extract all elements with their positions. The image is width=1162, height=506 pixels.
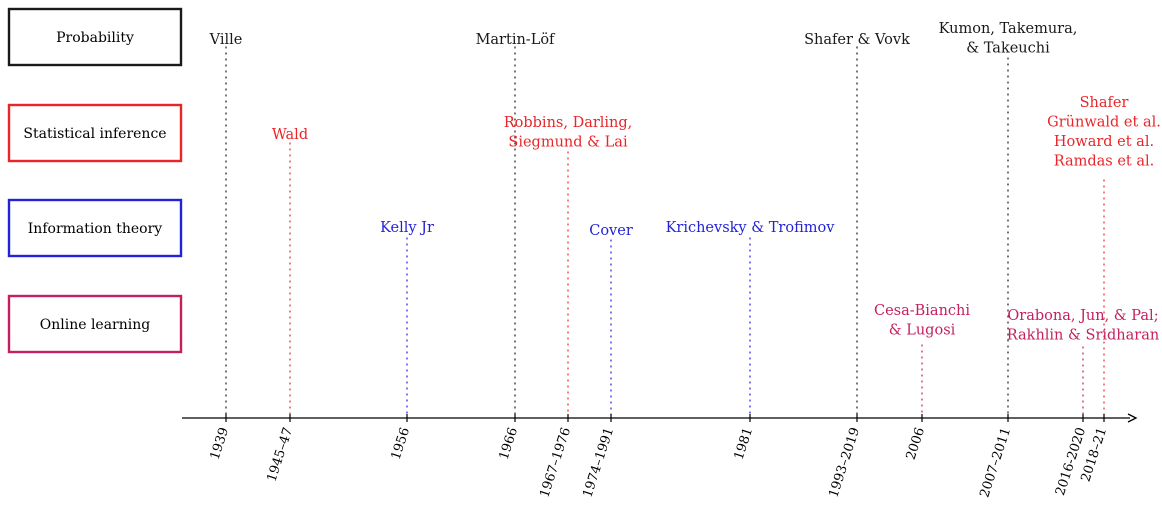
event-label-line: Cover — [589, 223, 633, 239]
event-label-line: Cesa-Bianchi — [874, 303, 970, 319]
event-label-line: Robbins, Darling, — [504, 115, 633, 131]
category-frame — [7, 103, 183, 163]
tick-label: 1974–1991 — [580, 426, 617, 500]
event-label: Krichevsky & Trofimov — [666, 220, 836, 236]
tick-label: 1956 — [389, 426, 413, 462]
event-label: Orabona, Jun, & Pal; Rakhlin & Sridharan — [1007, 308, 1159, 344]
category-label: Information theory — [28, 221, 163, 237]
event-label-line: Kumon, Takemura, — [939, 21, 1078, 37]
event-label-line: Ramdas et al. — [1054, 154, 1155, 170]
event-label-line: Siegmund & Lai — [508, 135, 628, 151]
event-label: Shafer Grünwald et al. Howard et al. Ramdas… — [1047, 95, 1161, 170]
category-label: Probability — [56, 30, 134, 46]
event-label-line: & Takeuchi — [966, 41, 1050, 57]
category-box-online_learning: Online learning — [7, 294, 183, 354]
event-label-line: Orabona, Jun, & Pal; — [1007, 308, 1158, 324]
event-label-line: Kelly Jr — [380, 220, 434, 236]
event-label: Shafer & Vovk — [804, 32, 910, 48]
category-frame — [7, 7, 183, 67]
category-label: Online learning — [40, 317, 151, 333]
event-label: Cesa-Bianchi & Lugosi — [874, 303, 970, 339]
category-box-probability: Probability — [7, 7, 183, 67]
event-label: Ville — [209, 32, 243, 48]
event-label: Cover — [589, 223, 633, 239]
event-label-line: Shafer — [1080, 95, 1129, 111]
tick-label: 1967–1976 — [537, 426, 574, 500]
event-label: Wald — [272, 127, 308, 143]
tick-label: 1966 — [497, 426, 521, 462]
event-label: Martin-Löf — [476, 32, 556, 48]
event-label-line: & Lugosi — [889, 323, 956, 339]
event-label: Robbins, Darling, Siegmund & Lai — [504, 115, 633, 151]
event-labels: Ville Wald Kelly Jr Martin-Löf Robbins, Darl… — [209, 21, 1161, 344]
category-label: Statistical inference — [23, 126, 166, 142]
tick-label: 1939 — [208, 426, 232, 462]
event-label-line: Wald — [272, 127, 308, 143]
tick-label: 1981 — [732, 426, 756, 462]
category-boxes: Probability Statistical inference Informat… — [7, 7, 183, 354]
event-label: Kelly Jr — [380, 220, 434, 236]
event-label-line: Krichevsky & Trofimov — [666, 220, 836, 236]
category-box-information_theory: Information theory — [7, 198, 183, 258]
event-label-line: Shafer & Vovk — [804, 32, 910, 48]
tick-label: 2006 — [904, 426, 928, 462]
event-label-line: Martin-Löf — [476, 32, 556, 48]
event-label-line: Rakhlin & Sridharan — [1007, 328, 1159, 344]
event-lines — [225, 46, 1105, 417]
event-label-line: Ville — [209, 32, 243, 48]
axis-ticks: 1939 1945–47 1956 1966 1967–1976 1974–1991 198… — [208, 414, 1110, 499]
category-frame — [7, 198, 183, 258]
axis-arrowhead-icon — [1127, 413, 1138, 423]
event-label-line: Grünwald et al. — [1047, 115, 1161, 131]
event-label-line: Howard et al. — [1054, 134, 1154, 150]
category-frame — [7, 294, 183, 354]
event-label: Kumon, Takemura, & Takeuchi — [939, 21, 1078, 57]
category-box-statistical_inference: Statistical inference — [7, 103, 183, 163]
tick-label: 2007–2011 — [977, 426, 1014, 500]
timeline-axis — [182, 413, 1138, 423]
tick-label: 1945–47 — [265, 426, 297, 484]
tick-label: 1993–2019 — [826, 426, 863, 500]
